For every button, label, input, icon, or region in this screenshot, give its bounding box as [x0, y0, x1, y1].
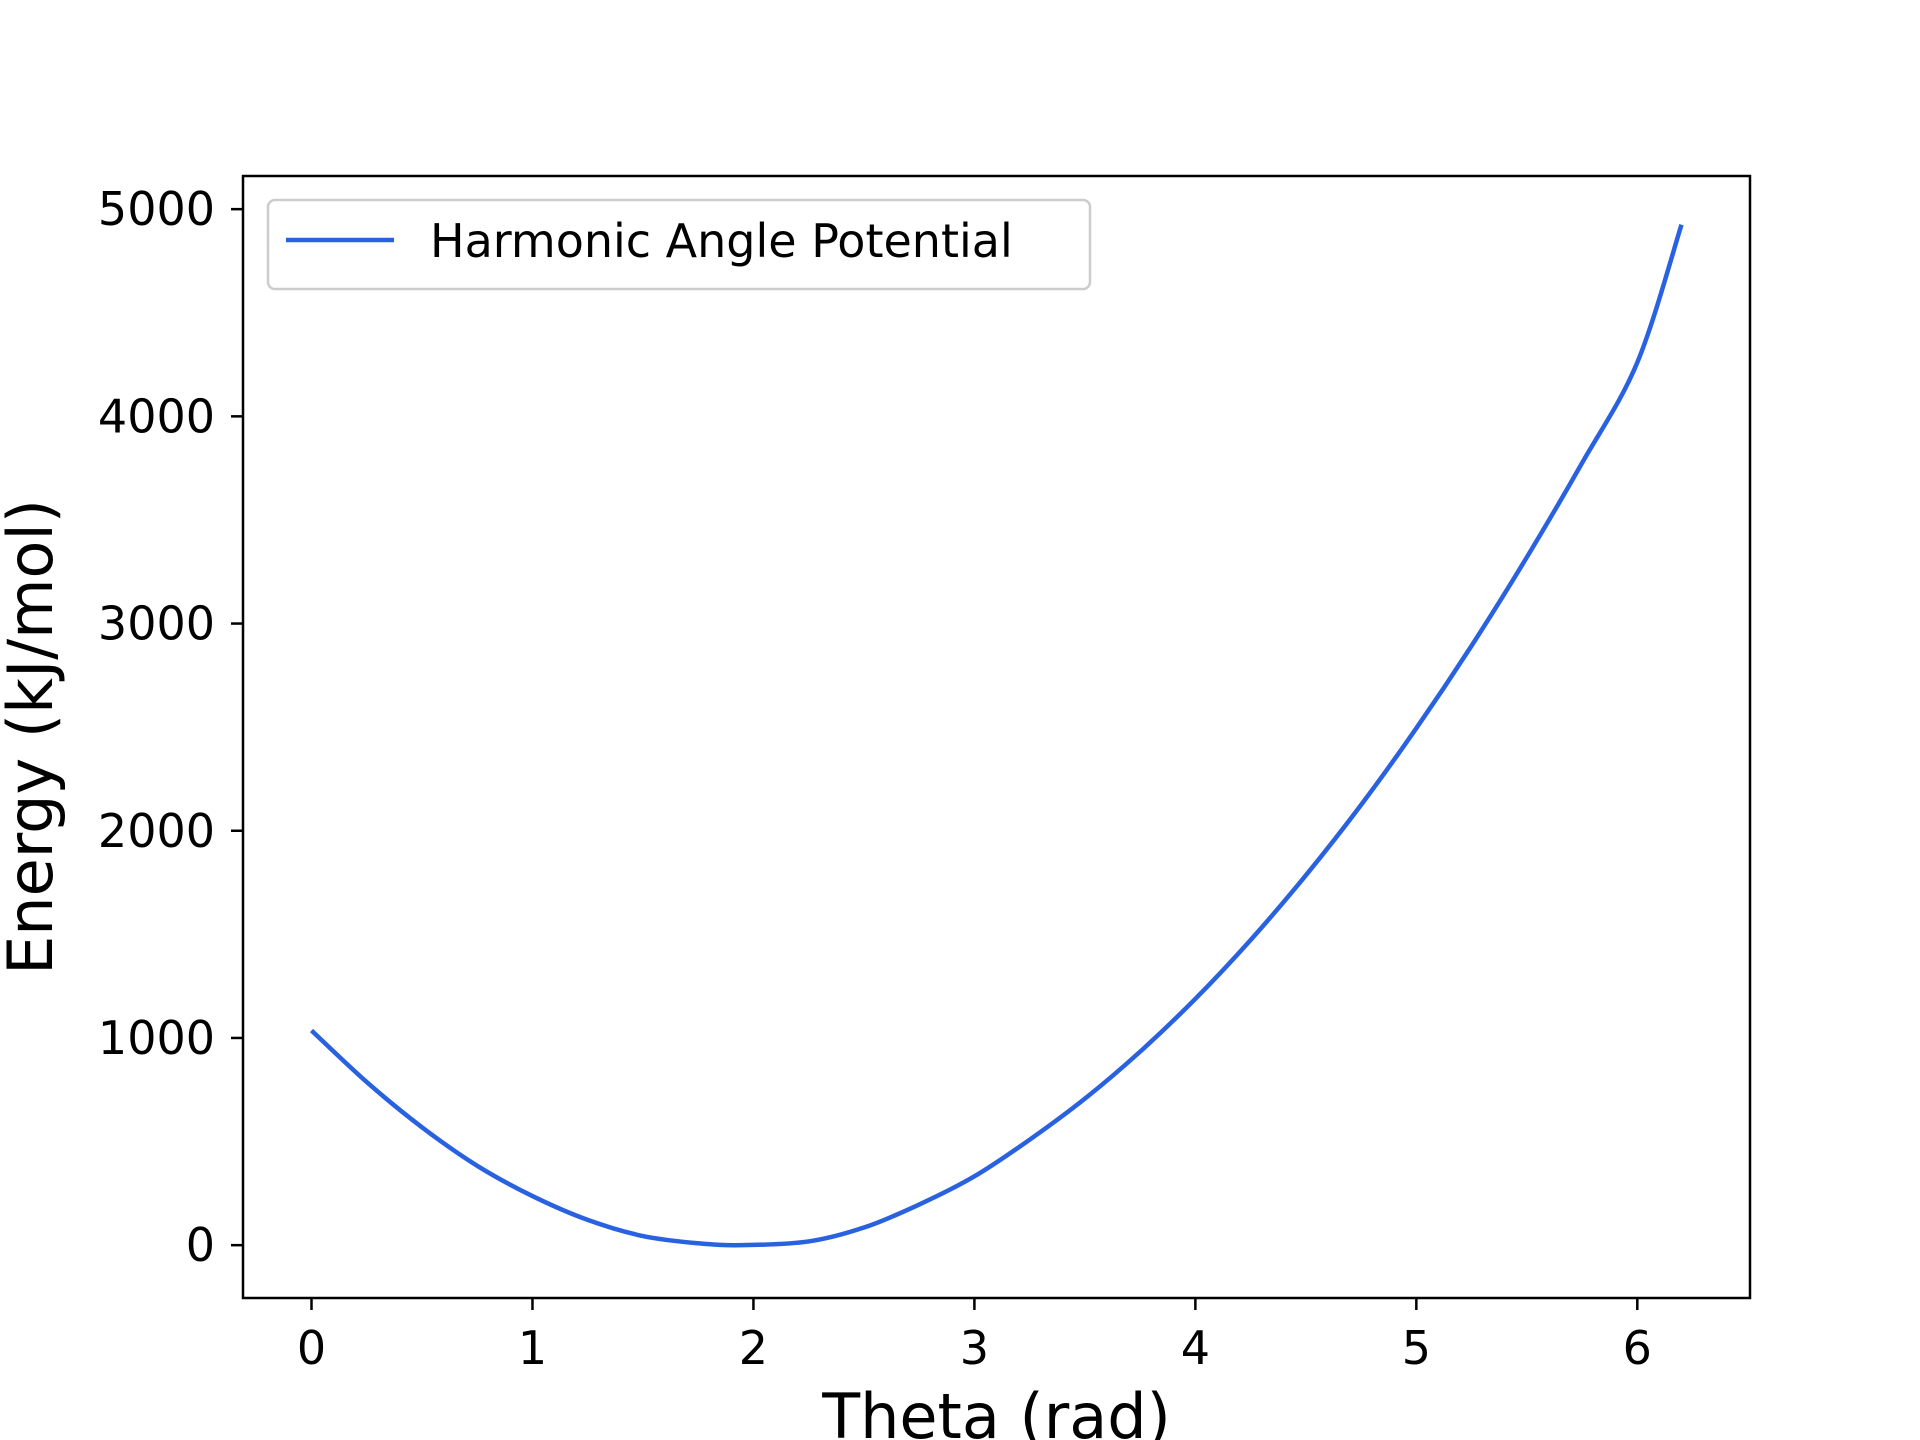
y-tick-label: 0 [186, 1218, 215, 1272]
x-axis-ticks: 0 1 2 3 4 5 6 [297, 1298, 1652, 1375]
y-tick-label: 5000 [98, 182, 215, 236]
x-tick-label: 3 [960, 1321, 989, 1375]
legend-box [266, 198, 1092, 291]
x-tick-label: 0 [297, 1321, 326, 1375]
legend: Harmonic Angle Potential [266, 198, 1092, 291]
series-line [309, 224, 1684, 1248]
y-tick-label: 2000 [98, 804, 215, 858]
x-axis-title: Theta (rad) [821, 1380, 1171, 1440]
series-layer [309, 224, 1684, 1248]
y-tick-label: 3000 [98, 597, 215, 651]
y-tick-label: 1000 [98, 1011, 215, 1065]
x-tick-label: 5 [1402, 1321, 1431, 1375]
plot-area-frame [241, 174, 1752, 1300]
x-tick-label: 4 [1181, 1321, 1210, 1375]
y-tick-label: 4000 [98, 389, 215, 443]
y-axis-title: Energy (kJ/mol) [0, 499, 67, 975]
y-axis-ticks: 0 1000 2000 3000 4000 5000 [98, 182, 243, 1272]
legend-label: Harmonic Angle Potential [430, 214, 1013, 268]
x-tick-label: 1 [518, 1321, 547, 1375]
x-tick-label: 6 [1623, 1321, 1652, 1375]
x-tick-label: 2 [739, 1321, 768, 1375]
